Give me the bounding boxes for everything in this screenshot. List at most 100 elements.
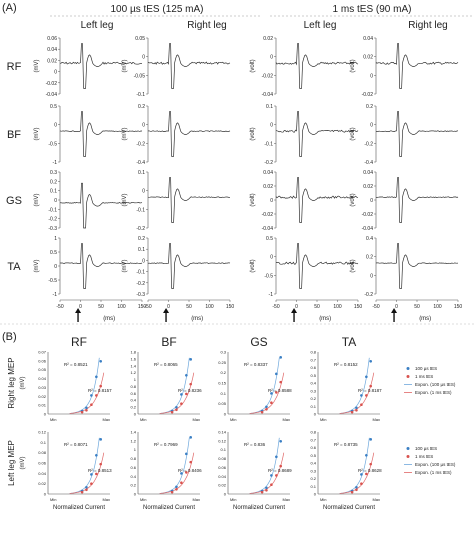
legend-label: Expon. (100 µs tES): [415, 382, 456, 387]
r2-label-1ms: R² = 0.8513: [88, 468, 112, 473]
point-100us: [85, 486, 88, 489]
trace-subplot: 1 0.5 0 -0.5 -1 (mV) -50 0 50 100 150 (ms): [34, 236, 146, 322]
y-tick-label: 0.8: [310, 350, 316, 355]
y-tick-label: 0: [370, 273, 373, 279]
y-tick-label: 0.04: [218, 474, 227, 479]
r2-label-100us: R² = 0.8152: [334, 362, 358, 367]
y-tick-label: 0: [142, 123, 145, 129]
y-tick-label: 0.8: [310, 430, 316, 435]
trace-subplot: 0.1 0 -0.1 -0.2 (volt): [250, 104, 359, 166]
x-tick-label: 100: [433, 304, 442, 310]
x-tick-label: -50: [272, 304, 279, 310]
point-1ms: [360, 403, 363, 407]
x-tick-label: 50: [314, 304, 320, 310]
r2-label-100us: R² = 0.836: [244, 442, 266, 447]
point-1ms: [350, 410, 354, 414]
y-tick-label: 0.1: [266, 104, 273, 110]
trace-subplot: 0.06 0.04 0.02 0 -0.02 -0.04 (mV): [34, 36, 143, 98]
muscle-title-ta: TA: [342, 335, 356, 349]
y-tick-label: -0.04: [46, 92, 58, 98]
y-unit-label: (volt): [250, 259, 256, 272]
point-100us: [85, 406, 88, 410]
y-tick-label: 0: [44, 492, 47, 497]
trace-subplot: 0.04 0.02 0 -0.02 (volt): [350, 36, 459, 98]
y-unit-label: (mV): [34, 128, 40, 141]
x-tick-label: 50: [186, 304, 192, 310]
r2-label-1ms: R² = 0.8689: [268, 468, 292, 473]
point-1ms: [189, 382, 192, 386]
x-min-label: Min: [50, 417, 56, 422]
y-tick-label: 0.1: [50, 189, 57, 195]
trace-subplot: 0.2 0 -0.2 -0.4 (volt): [350, 104, 458, 166]
x-axis-label: Normalized Current: [323, 505, 375, 511]
leg-title-1: Left leg: [81, 20, 114, 31]
y-tick-label: -0.2: [136, 226, 145, 232]
y-tick-label: 1: [134, 447, 137, 452]
y-tick-label: 0.2: [366, 255, 373, 261]
x-tick-label: 100: [117, 304, 126, 310]
y-unit-label: (volt): [350, 259, 356, 272]
y-tick-label: 0.04: [38, 376, 47, 381]
y-tick-label: 0.04: [38, 471, 47, 476]
y-tick-label: 0.4: [310, 461, 316, 466]
muscle-label-rf: RF: [7, 61, 22, 73]
point-100us: [355, 486, 358, 489]
row-label: Left leg MEP: [7, 440, 16, 486]
r2-label-1ms: R² = 0.8187: [358, 388, 382, 393]
legend-marker: [406, 455, 410, 458]
stimulus-arrowhead: [291, 308, 298, 313]
x-tick-label: -50: [372, 304, 379, 310]
r2-label-100us: R² = 0.7969: [154, 442, 178, 447]
panel-a: RF 0.06 0.04 0.02 0 -0.02 -0.04 (mV) 0.05 0 -0.05 -…: [6, 36, 462, 322]
r2-label-1ms: R² = 0.8236: [178, 388, 202, 393]
r2-label-100us: R² = 0.8065: [154, 362, 178, 367]
x-min-label: Min: [140, 417, 146, 422]
y-tick-label: -1: [269, 292, 274, 298]
point-100us: [270, 392, 273, 395]
mep-trace: [59, 43, 143, 89]
mep-trace: [375, 43, 459, 89]
point-1ms: [279, 380, 283, 384]
stimulus-arrowhead: [391, 308, 398, 313]
legend-label: 1 ms tES: [415, 454, 433, 459]
y-tick-label: 0.03: [38, 385, 47, 390]
leg-title-3: Left leg: [304, 20, 337, 31]
y-unit-label: (volt): [350, 127, 356, 140]
trace-subplot: 0.2 0.1 0 -0.1 -0.2 -0.3 (mV) -50 0 50 100 150 (ms): [122, 236, 234, 322]
x-tick-label: 0: [395, 304, 398, 310]
trace-subplot: 0.1 0 -0.1 -0.2 (mV): [122, 170, 231, 232]
point-1ms: [95, 394, 98, 397]
point-1ms: [85, 408, 88, 412]
y-tick-label: 0.06: [38, 461, 47, 466]
y-tick-label: 1.2: [130, 370, 136, 375]
x-min-label: Min: [230, 417, 236, 422]
y-tick-label: 0.4: [366, 236, 373, 242]
point-1ms: [279, 464, 283, 468]
y-tick-label: 0.25: [218, 360, 227, 365]
x-tick-label: -50: [56, 304, 63, 310]
point-100us: [175, 485, 178, 489]
y-unit-label: (mV): [34, 194, 40, 207]
point-100us: [270, 474, 273, 477]
muscle-title-bf: BF: [161, 335, 176, 349]
mep-trace: [375, 243, 459, 289]
point-1ms: [265, 488, 268, 492]
mep-trace: [375, 177, 459, 223]
x-max-label: Max: [192, 497, 200, 502]
point-1ms: [355, 488, 358, 492]
y-tick-label: 0: [224, 412, 227, 417]
muscle-label-gs: GS: [6, 195, 22, 207]
y-tick-label: 0.02: [363, 55, 373, 61]
point-1ms: [369, 462, 373, 466]
point-1ms: [350, 490, 354, 494]
point-100us: [189, 358, 192, 361]
muscle-title-rf: RF: [71, 335, 87, 349]
muscle-label-bf: BF: [7, 129, 21, 141]
leg-title-2: Right leg: [187, 20, 226, 31]
y-tick-label: 0: [370, 123, 373, 129]
x-tick-label: 150: [226, 304, 235, 310]
y-tick-label: 0: [270, 123, 273, 129]
